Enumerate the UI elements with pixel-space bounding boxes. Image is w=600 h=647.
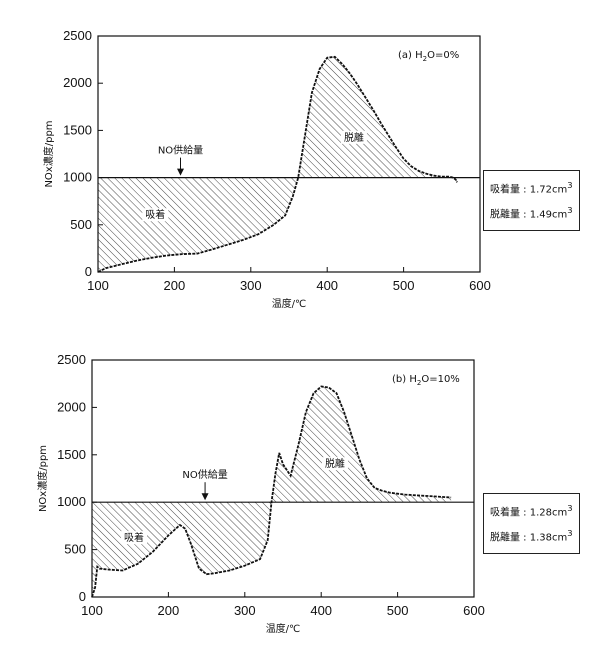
y-tick-label-b: 1500 bbox=[57, 447, 86, 462]
plot-frame-b bbox=[91, 359, 475, 598]
down-arrow-icon-b bbox=[201, 493, 209, 501]
desorption-label-bg-a bbox=[340, 130, 367, 144]
data-line-b bbox=[91, 385, 452, 598]
feed-label-b: NO供給量 bbox=[182, 468, 227, 481]
x-tick-label-a: 500 bbox=[393, 278, 415, 293]
adsorbed-amount-b: 吸着量 : 1.28cm3 bbox=[490, 503, 573, 519]
y-tick-label-b: 500 bbox=[64, 542, 86, 557]
adsorption-label-a: 吸着 bbox=[145, 208, 165, 221]
feed-label-a: NO供給量 bbox=[158, 144, 203, 157]
desorption-label-b: 脱離 bbox=[325, 457, 345, 470]
x-tick-label-b: 600 bbox=[463, 603, 485, 618]
adsorption-label-bg-b bbox=[121, 531, 148, 545]
y-tick-label-a: 1500 bbox=[63, 122, 92, 137]
desorbed-amount-a: 脱離量 : 1.49cm3 bbox=[490, 205, 573, 221]
x-axis-label-a: 温度/℃ bbox=[272, 297, 307, 310]
data-line-a bbox=[97, 55, 458, 273]
hatched-area-a bbox=[98, 56, 458, 272]
x-axis-label-b: 温度/℃ bbox=[266, 622, 301, 635]
down-arrow-icon-a bbox=[177, 168, 185, 176]
hatched-area-b bbox=[92, 386, 452, 597]
y-tick-label-a: 500 bbox=[70, 217, 92, 232]
y-tick-label-b: 2500 bbox=[57, 352, 86, 367]
x-tick-label-a: 400 bbox=[316, 278, 338, 293]
desorption-label-bg-b bbox=[321, 457, 348, 471]
y-tick-label-a: 2500 bbox=[63, 28, 92, 43]
x-tick-label-b: 500 bbox=[387, 603, 409, 618]
y-tick-label-a: 0 bbox=[85, 264, 92, 279]
panel-label-a: (a) H2O=0% bbox=[398, 50, 459, 63]
y-tick-label-b: 1000 bbox=[57, 494, 86, 509]
chart-panel-b: 100 200 300 400 500 600 0 500 1000 1500 2000 2500 温度… bbox=[36, 352, 485, 635]
x-tick-label-a: 600 bbox=[469, 278, 491, 293]
y-tick-label-a: 2000 bbox=[63, 75, 92, 90]
y-tick-label-b: 0 bbox=[79, 589, 86, 604]
y-axis-label-b: NOx濃度/ppm bbox=[36, 445, 49, 512]
adsorption-label-bg-a bbox=[142, 208, 169, 222]
panel-label-b: (b) H2O=10% bbox=[392, 374, 460, 387]
x-tick-label-a: 300 bbox=[240, 278, 262, 293]
adsorption-label-b: 吸着 bbox=[124, 531, 144, 544]
chart-panel-a: 100 200 300 400 500 600 0 500 1000 1500 2000 2500 温度… bbox=[42, 28, 491, 310]
adsorbed-amount-a: 吸着量 : 1.72cm3 bbox=[490, 180, 573, 196]
y-tick-label-b: 2000 bbox=[57, 399, 86, 414]
x-tick-label-a: 200 bbox=[164, 278, 186, 293]
legend-box-a: 吸着量 : 1.72cm3 脱離量 : 1.49cm3 bbox=[483, 170, 580, 231]
x-tick-label-b: 400 bbox=[310, 603, 332, 618]
x-tick-label-b: 300 bbox=[234, 603, 256, 618]
x-tick-label-b: 100 bbox=[81, 603, 103, 618]
legend-box-b: 吸着量 : 1.28cm3 脱離量 : 1.38cm3 bbox=[483, 493, 580, 554]
x-tick-label-a: 100 bbox=[87, 278, 109, 293]
y-tick-label-a: 1000 bbox=[63, 170, 92, 185]
desorbed-amount-b: 脱離量 : 1.38cm3 bbox=[490, 528, 573, 544]
x-tick-label-b: 200 bbox=[158, 603, 180, 618]
y-axis-label-a: NOx濃度/ppm bbox=[42, 120, 55, 187]
desorption-label-a: 脱離 bbox=[344, 131, 364, 144]
plot-frame-a bbox=[97, 35, 481, 273]
